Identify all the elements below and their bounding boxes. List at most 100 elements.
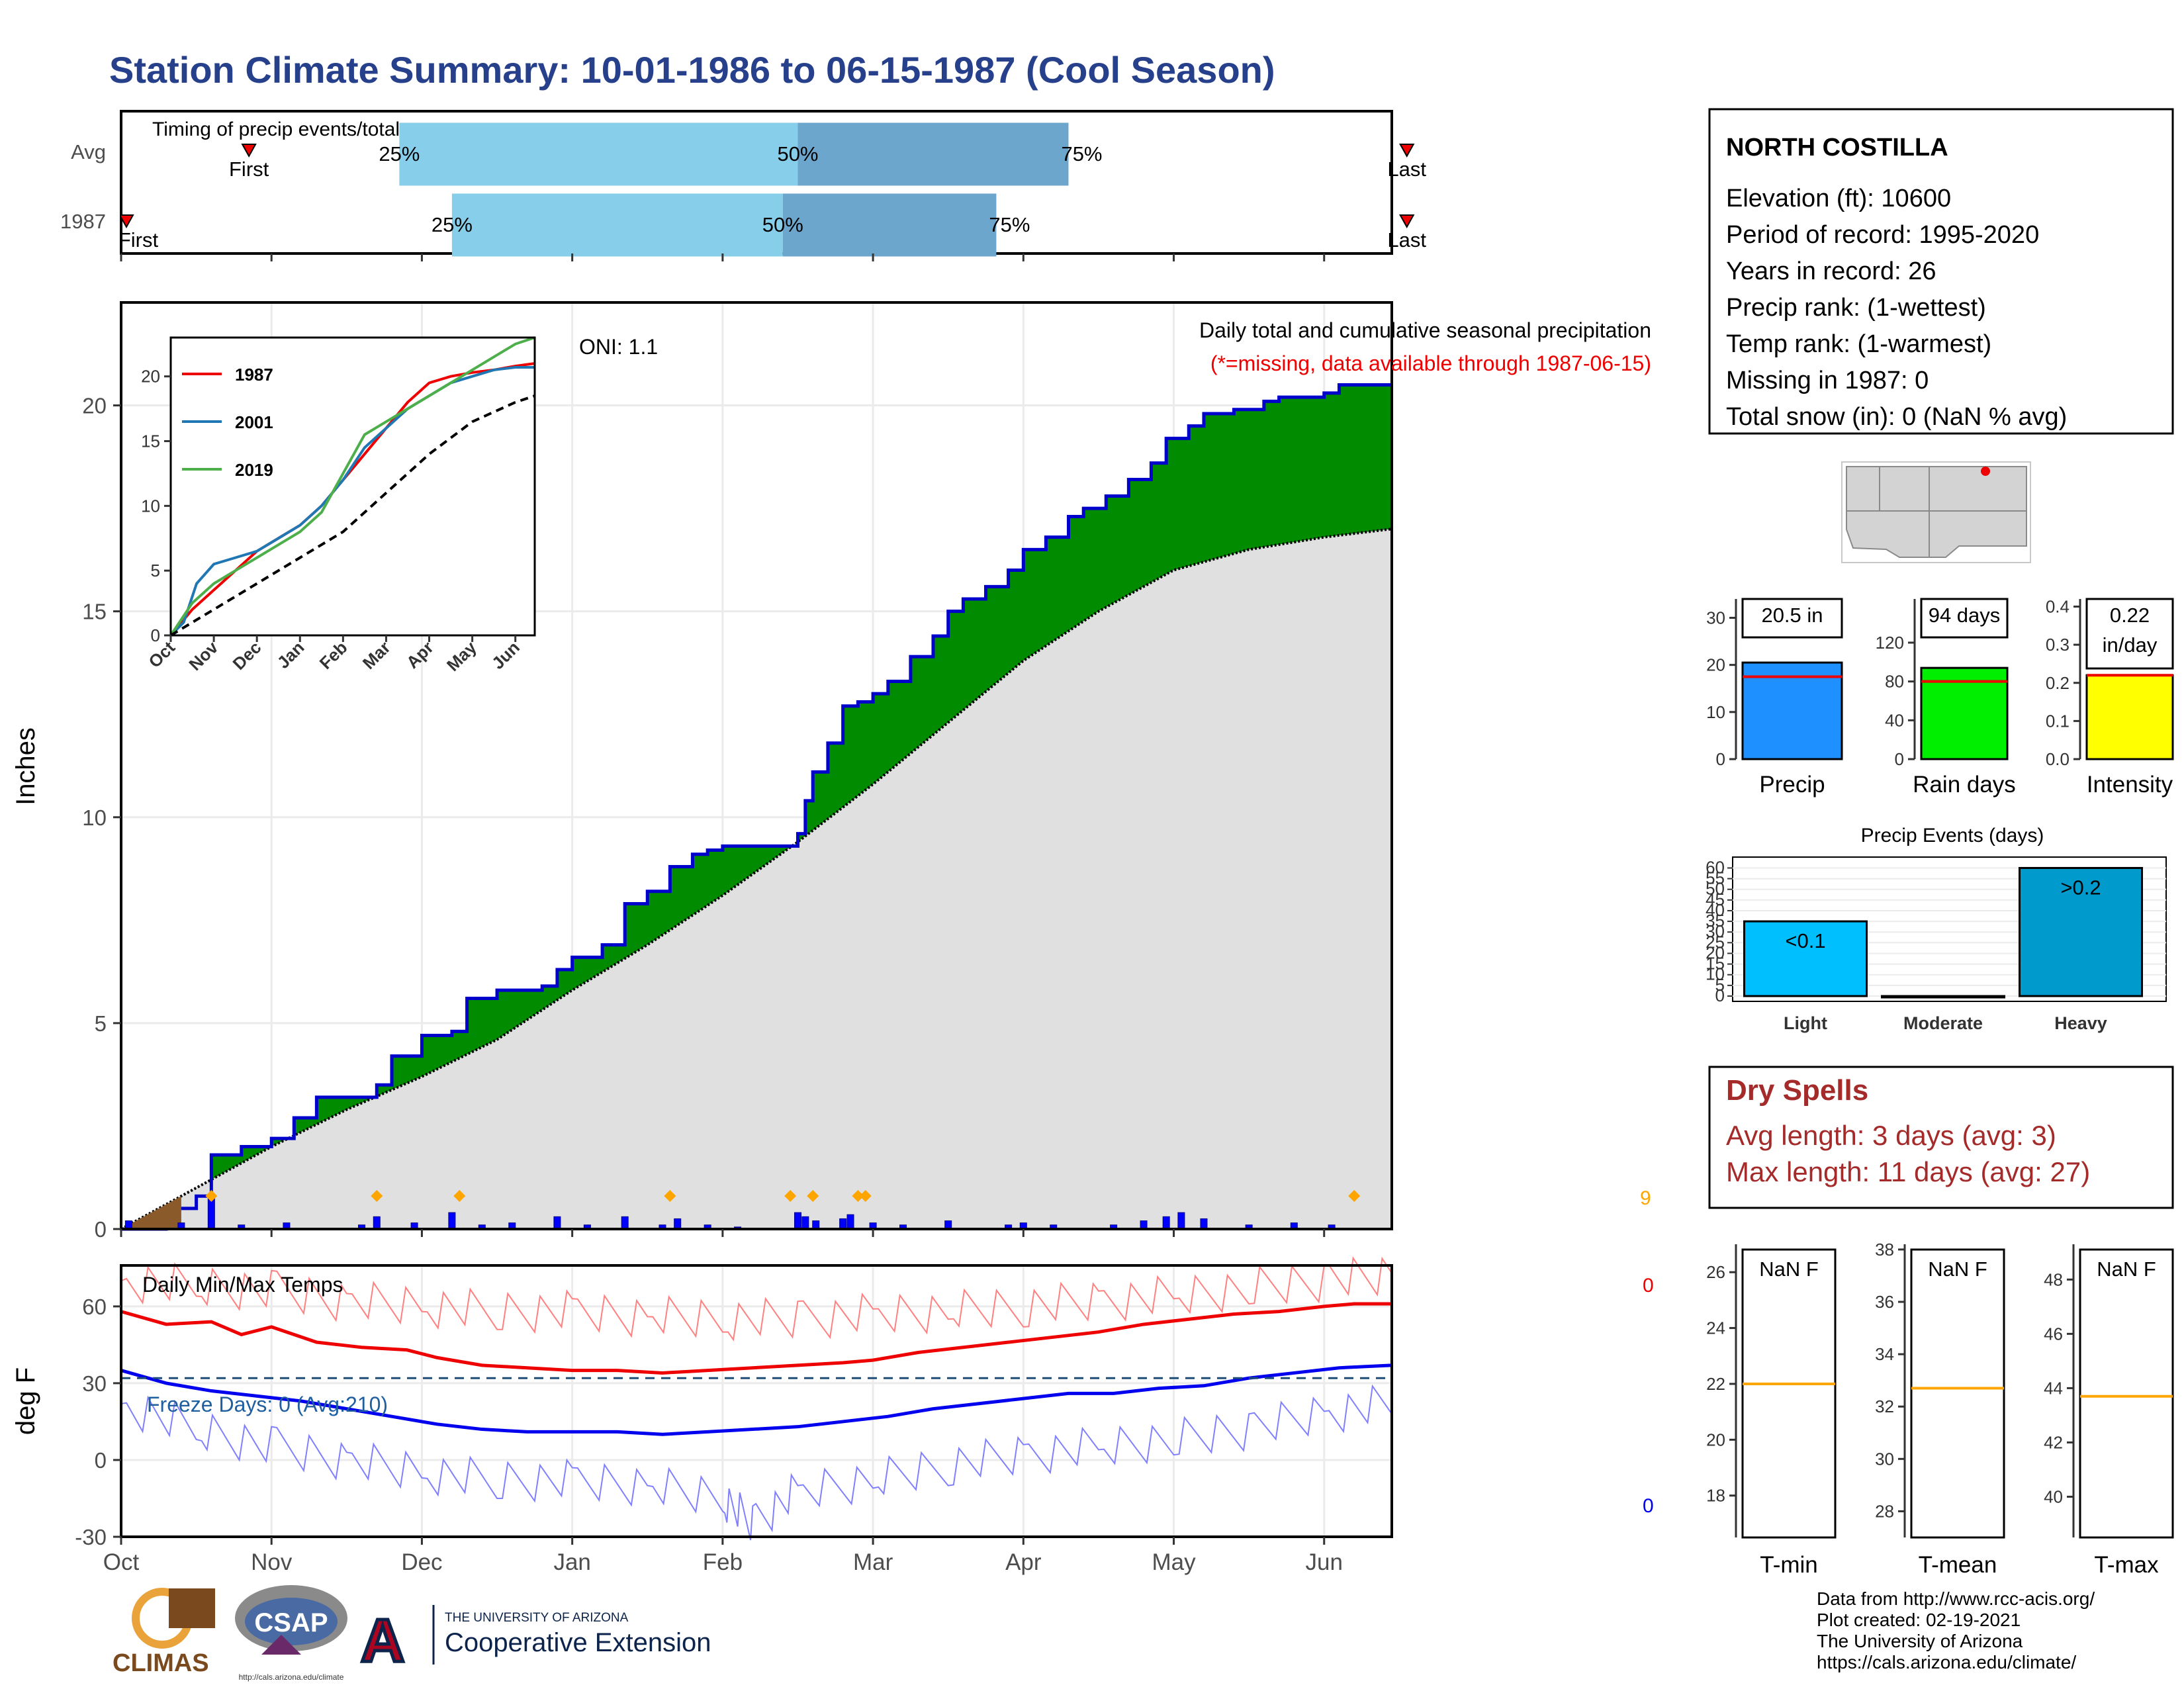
timing-bar-dark xyxy=(782,193,997,257)
footer-credits: Data from http://www.rcc-acis.org/ Plot … xyxy=(1817,1588,2095,1672)
ua-big-text: Cooperative Extension xyxy=(445,1628,711,1657)
temp-series-line xyxy=(120,1384,1392,1541)
summary-bar-value: 0.22 xyxy=(2110,604,2150,627)
events-ytick-label: 5 xyxy=(1715,975,1725,995)
events-bar xyxy=(1743,920,1868,997)
temp-panel-title: Daily Min/Max Temps xyxy=(142,1273,343,1297)
dry-spells-title: Dry Spells xyxy=(1726,1074,1868,1107)
precip-ytick-label: 15 xyxy=(82,600,107,624)
timing-label-25: 25% xyxy=(379,142,420,165)
summary-bar-ytick-label: 80 xyxy=(1885,672,1904,692)
events-ytick-label: 40 xyxy=(1706,900,1725,920)
precip-ytick-label: 20 xyxy=(82,394,107,418)
heavy-event-marker xyxy=(852,1190,864,1202)
temp-ytick-label: 60 xyxy=(82,1295,107,1319)
temp-summary-ytick-label: 34 xyxy=(1875,1344,1894,1364)
summary-bar-ytick-label: 0.4 xyxy=(2046,597,2070,617)
precip-ylabel: Inches xyxy=(11,727,40,805)
station-info-line: Total snow (in): 0 (NaN % avg) xyxy=(1726,403,2067,431)
events-ytick-label: 25 xyxy=(1706,932,1725,952)
daily-precip-bar xyxy=(1177,1212,1185,1230)
precip-panel-title: Daily total and cumulative seasonal prec… xyxy=(1199,318,1651,342)
summary-bar-unit: in/day xyxy=(2103,633,2158,657)
summary-bar-ytick-label: 10 xyxy=(1706,702,1725,722)
inset-series-line xyxy=(169,366,535,637)
events-bar-label: <0.1 xyxy=(1785,929,1825,952)
temperature-summary-panels: 18 20 22 24 26 NaN F T-min 28 30 32 34 36 38 NaN F T-m… xyxy=(1706,1240,2174,1578)
timing-label-25: 25% xyxy=(432,213,473,236)
daily-precip-bar xyxy=(373,1216,381,1230)
dry-spells-avg: Avg length: 3 days (avg: 3) xyxy=(1726,1120,2056,1151)
footer-line-3: The University of Arizona xyxy=(1817,1631,2023,1651)
temp-xtick-label: Dec xyxy=(401,1549,442,1575)
daily-precip-bar xyxy=(553,1216,561,1230)
heavy-event-marker xyxy=(371,1190,383,1202)
footer-line-4: https://cals.arizona.edu/climate/ xyxy=(1817,1652,2076,1672)
timing-label-75: 75% xyxy=(989,213,1030,236)
temp-panel: Daily Min/Max Temps Freeze Days: 0 (Avg:… xyxy=(11,253,1654,1575)
events-ytick-label: 60 xyxy=(1706,857,1725,877)
temp-panel-frame xyxy=(120,1264,1393,1538)
timing-bar-light xyxy=(399,122,798,186)
temp-series-line xyxy=(120,1256,1392,1342)
timing-panel: Timing of precip events/totals Avg 1987 … xyxy=(0,110,1426,257)
temp-summary-ytick-label: 24 xyxy=(1706,1318,1725,1338)
temp-xtick-label: Oct xyxy=(103,1549,140,1575)
temp-summary-category: T-max xyxy=(2094,1552,2159,1578)
precip-panel: Daily total and cumulative seasonal prec… xyxy=(11,301,1651,1242)
station-info-line: Precip rank: (1-wettest) xyxy=(1726,294,1986,322)
avg-cumulative-area xyxy=(121,529,1392,1230)
summary-bar-category: Rain days xyxy=(1913,772,2016,798)
temp-ytick-label: 0 xyxy=(95,1448,107,1473)
temp-summary-ytick-label: 48 xyxy=(2044,1269,2063,1289)
events-ytick-label: 35 xyxy=(1706,911,1725,931)
last-marker-icon xyxy=(1399,144,1415,158)
climas-mark-icon xyxy=(169,1588,215,1628)
first-marker-icon xyxy=(118,214,134,229)
events-category-label: Heavy xyxy=(2054,1013,2107,1033)
below-avg-area xyxy=(121,1196,181,1229)
timing-bar-light xyxy=(451,193,783,257)
events-ytick-label: 15 xyxy=(1706,954,1725,974)
daily-precip-bar xyxy=(1162,1216,1170,1230)
inset-plot xyxy=(169,336,535,637)
temp-ylabel: deg F xyxy=(11,1367,40,1435)
events-ytick-label: 50 xyxy=(1706,879,1725,899)
temp-summary-ytick-label: 28 xyxy=(1875,1501,1894,1521)
precip-events-panel: Precip Events (days) 0510152025303540455… xyxy=(1706,825,2167,1033)
heavy-event-marker xyxy=(453,1190,466,1202)
inset-ytick-label: 15 xyxy=(141,432,160,451)
inset-bg xyxy=(171,338,535,635)
station-location-dot xyxy=(1981,467,1990,476)
temp-xtick-label: Jun xyxy=(1306,1549,1343,1575)
summary-bar-ytick-label: 0.2 xyxy=(2046,673,2070,693)
first-label: First xyxy=(229,158,269,181)
temp-summary-ytick-label: 32 xyxy=(1875,1396,1894,1416)
ua-small-text: THE UNIVERSITY OF ARIZONA xyxy=(445,1611,629,1625)
last-label: Last xyxy=(1387,158,1426,181)
summary-bar-ytick-label: 120 xyxy=(1876,633,1904,653)
inset-legend-label: 2019 xyxy=(235,460,273,480)
map-states xyxy=(1846,466,2027,558)
station-lines: Elevation (ft): 10600 Period of record: 1… xyxy=(1726,185,2067,431)
summary-bar-ytick-label: 0 xyxy=(1895,749,1904,769)
station-info-line: Years in record: 26 xyxy=(1726,257,1936,285)
daily-precip-bar xyxy=(839,1218,847,1230)
summary-bar-category: Intensity xyxy=(2087,772,2173,798)
clip-mask xyxy=(0,199,120,251)
inset-series-line xyxy=(169,336,535,637)
heavy-event-marker xyxy=(664,1190,676,1202)
station-info-line: Temp rank: (1-warmest) xyxy=(1726,330,1991,358)
temp-series-line xyxy=(120,1302,1392,1375)
temp-summary-ytick-label: 20 xyxy=(1706,1430,1725,1449)
summary-bar-ytick-label: 0.1 xyxy=(2046,711,2070,731)
precip-panel-subtitle: (*=missing, data available through 1987-… xyxy=(1210,351,1651,375)
summary-bar-value-box xyxy=(1920,598,2009,639)
csap-logo: CSAP http://cals.arizona.edu/climate xyxy=(235,1585,347,1682)
temp-summary-ytick-label: 44 xyxy=(2044,1378,2063,1398)
inset-ytick-label: 0 xyxy=(151,625,160,645)
precip-events-title: Precip Events (days) xyxy=(1861,825,2044,846)
freeze-days-label: Freeze Days: 0 (Avg:210) xyxy=(147,1393,388,1416)
temp-summary-box xyxy=(2079,1248,2174,1539)
inset-legend: 1987 2001 2019 xyxy=(182,365,273,480)
